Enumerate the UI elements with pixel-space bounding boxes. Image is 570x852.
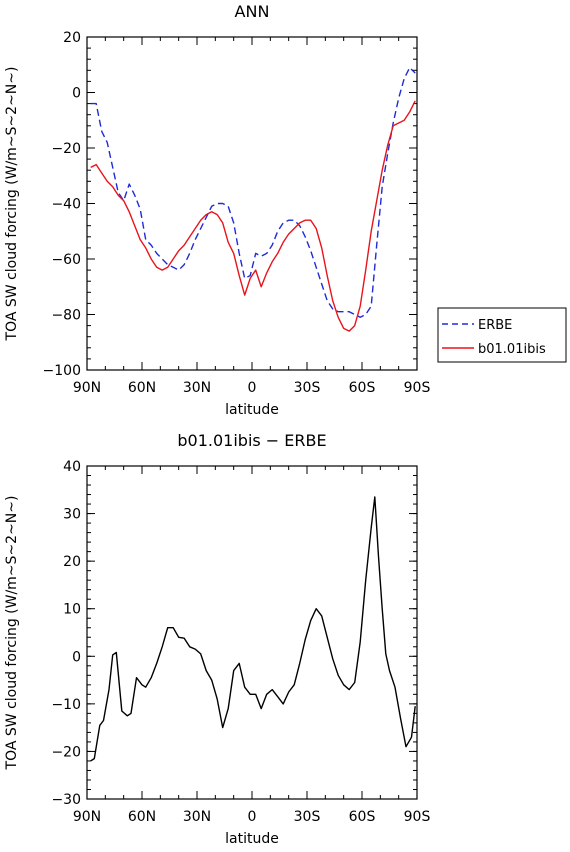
y-tick-label: −40 bbox=[51, 197, 81, 213]
y-tick-label: −100 bbox=[43, 363, 81, 379]
y-tick-label: 20 bbox=[63, 30, 81, 46]
y-tick-label: −60 bbox=[51, 252, 81, 268]
chart-panel-1: 90N 60N 30N 0 30S 60S 90S −100 −80 −60 −40 −20 0 20 la… bbox=[4, 2, 567, 418]
y-axis-title: TOA SW cloud forcing (W/m~S~2~N~) bbox=[4, 67, 20, 342]
x-axis-title: latitude bbox=[225, 831, 279, 847]
legend: ERBE b01.01ibis bbox=[437, 307, 567, 363]
minor-ticks bbox=[86, 36, 418, 371]
minor-ticks bbox=[86, 465, 418, 800]
chart-title: b01.01ibis − ERBE bbox=[177, 431, 326, 450]
major-ticks bbox=[86, 465, 418, 800]
x-tick-label: 60S bbox=[349, 380, 376, 396]
y-tick-label: −10 bbox=[51, 697, 81, 713]
x-tick-label: 0 bbox=[248, 809, 257, 825]
x-tick-label: 30N bbox=[183, 809, 211, 825]
legend-label: b01.01ibis bbox=[478, 342, 546, 357]
legend-box bbox=[437, 307, 567, 363]
x-tick-label: 30S bbox=[294, 380, 321, 396]
x-tick-label: 60S bbox=[349, 809, 376, 825]
y-tick-label: −30 bbox=[51, 792, 81, 808]
plot-frame bbox=[86, 465, 418, 800]
y-tick-label: −20 bbox=[51, 744, 81, 760]
x-tick-label: 90N bbox=[73, 380, 101, 396]
series-line-b01-01ibis bbox=[90, 100, 416, 332]
plot-frame bbox=[86, 36, 418, 371]
y-tick-label: 0 bbox=[72, 649, 81, 665]
x-tick-label: 90S bbox=[404, 809, 431, 825]
series-line-erbe bbox=[90, 66, 416, 318]
x-tick-label: 90N bbox=[73, 809, 101, 825]
x-tick-label: 90S bbox=[404, 380, 431, 396]
y-tick-label: 40 bbox=[63, 459, 81, 475]
legend-label: ERBE bbox=[478, 318, 512, 333]
major-ticks bbox=[86, 36, 418, 371]
y-tick-label: −20 bbox=[51, 141, 81, 157]
chart-panel-2: 90N 60N 30N 0 30S 60S 90S −30 −20 −10 0 10 20 30 40 lat… bbox=[4, 431, 430, 847]
y-tick-label: 10 bbox=[63, 602, 81, 618]
x-tick-label: 0 bbox=[248, 380, 257, 396]
y-axis-title: TOA SW cloud forcing (W/m~S~2~N~) bbox=[4, 496, 20, 771]
x-tick-label: 60N bbox=[128, 809, 156, 825]
y-tick-label: 0 bbox=[72, 86, 81, 102]
chart-title: ANN bbox=[235, 2, 270, 21]
y-tick-label: 20 bbox=[63, 554, 81, 570]
x-tick-label: 30N bbox=[183, 380, 211, 396]
x-tick-label: 30S bbox=[294, 809, 321, 825]
series-line-difference bbox=[90, 496, 416, 762]
y-tick-label: −80 bbox=[51, 308, 81, 324]
x-tick-label: 60N bbox=[128, 380, 156, 396]
y-tick-label: 30 bbox=[63, 507, 81, 523]
x-axis-title: latitude bbox=[225, 402, 279, 418]
